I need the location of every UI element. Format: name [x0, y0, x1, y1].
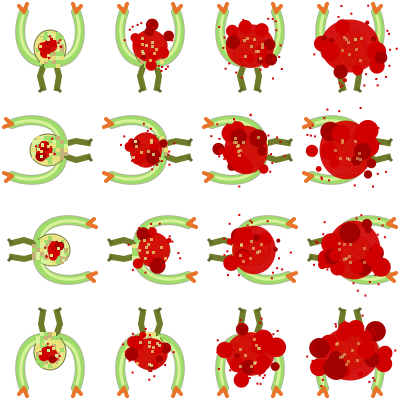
blood-splatter: [218, 17, 283, 80]
creature-claws: [17, 386, 83, 398]
blood-splatter: [36, 338, 61, 368]
creature-claws: [17, 2, 83, 14]
blood-splatter: [216, 317, 287, 388]
creature-arms: [33, 215, 93, 285]
blood-splatter: [122, 327, 175, 381]
sprite-frame-r2-c0: [6, 215, 98, 285]
sprite-frame-r0-c0: [15, 2, 85, 94]
creature-claws: [317, 386, 383, 398]
sprite-frame-r3-c2: [215, 306, 287, 398]
creature-claws: [302, 117, 314, 183]
sprite-frame-r1-c3: [302, 107, 394, 188]
creature-claws: [217, 2, 283, 14]
creature-legs: [136, 60, 163, 94]
creature-claws: [386, 217, 398, 283]
blood-splatter: [210, 113, 286, 188]
creature-arms: [115, 7, 185, 67]
blood-splatter: [38, 35, 63, 62]
blood-splatter: [32, 137, 56, 162]
blood-splatter: [313, 214, 391, 297]
blood-splatter: [305, 107, 387, 188]
creature-legs: [260, 137, 294, 164]
sprite-frame-r1-c1: [102, 115, 194, 185]
creature-arms: [107, 115, 167, 185]
sprite-frame-r0-c2: [215, 2, 285, 94]
creature-claws: [286, 217, 298, 283]
sprite-frame-r0-c3: [313, 2, 398, 94]
creature-claws: [186, 217, 198, 283]
sprite-frame-r1-c2: [202, 113, 294, 188]
blood-splatter: [41, 239, 66, 263]
creature-claws: [86, 217, 98, 283]
creature-legs: [160, 137, 194, 164]
creature-legs: [36, 60, 63, 94]
creature-claws: [117, 386, 183, 398]
creature-arms: [15, 333, 85, 393]
blood-splatter: [306, 314, 397, 388]
creature-claws: [102, 117, 114, 183]
sprite-frame-r2-c2: [206, 213, 298, 285]
sprite-frame-r1-c0: [2, 115, 94, 185]
creature-claws: [202, 117, 214, 183]
creature-claws: [217, 386, 283, 398]
creature-arms: [15, 7, 85, 67]
creature-legs: [106, 236, 140, 263]
blood-splatter: [123, 18, 174, 72]
sprite-frame-r0-c1: [115, 2, 185, 94]
sprite-frame-r2-c3: [306, 214, 398, 297]
creature-claws: [317, 2, 383, 14]
sprite-frame-r3-c1: [115, 306, 185, 398]
sprite-frame-r2-c1: [106, 215, 198, 285]
blood-splatter: [313, 4, 398, 88]
creature-claws: [117, 2, 183, 14]
sprite-frame-r3-c0: [15, 306, 85, 398]
blood-splatter: [127, 222, 182, 274]
sprite-frame-r3-c3: [306, 306, 397, 398]
blood-splatter: [120, 122, 176, 171]
creature-legs: [6, 236, 40, 263]
creature-legs: [60, 137, 94, 164]
creature-arms: [7, 115, 67, 185]
blood-splatter: [223, 213, 292, 280]
creature-claws: [2, 117, 14, 183]
creature-legs: [37, 306, 64, 340]
creature-legs: [236, 60, 263, 94]
